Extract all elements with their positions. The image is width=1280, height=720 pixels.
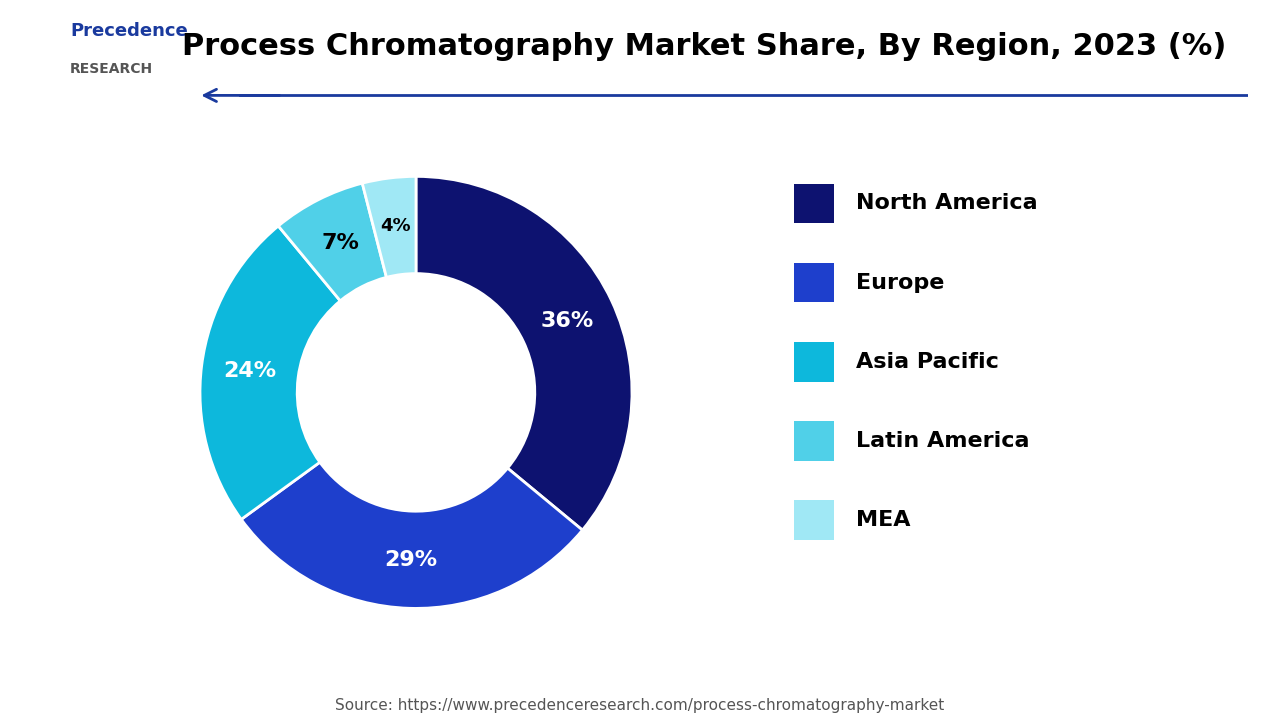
Text: Asia Pacific: Asia Pacific [856,352,1000,372]
Text: RESEARCH: RESEARCH [70,63,154,76]
Text: Latin America: Latin America [856,431,1030,451]
Text: 36%: 36% [541,311,594,331]
Text: Europe: Europe [856,273,945,292]
Wedge shape [241,462,582,608]
Wedge shape [278,183,387,301]
Bar [794,263,835,302]
Bar [794,421,835,461]
Wedge shape [362,176,416,277]
Bar [794,342,835,382]
Bar [794,500,835,540]
Text: 24%: 24% [223,361,276,382]
Text: 4%: 4% [380,217,411,235]
Wedge shape [416,176,632,530]
Text: North America: North America [856,194,1038,213]
Text: Precedence: Precedence [70,22,188,40]
Text: Process Chromatography Market Share, By Region, 2023 (%): Process Chromatography Market Share, By … [182,32,1226,61]
Wedge shape [200,226,340,519]
Text: 7%: 7% [321,233,358,253]
Text: 29%: 29% [384,549,438,570]
Bar [794,184,835,223]
Text: Source: https://www.precedenceresearch.com/process-chromatography-market: Source: https://www.precedenceresearch.c… [335,698,945,713]
Text: MEA: MEA [856,510,911,530]
